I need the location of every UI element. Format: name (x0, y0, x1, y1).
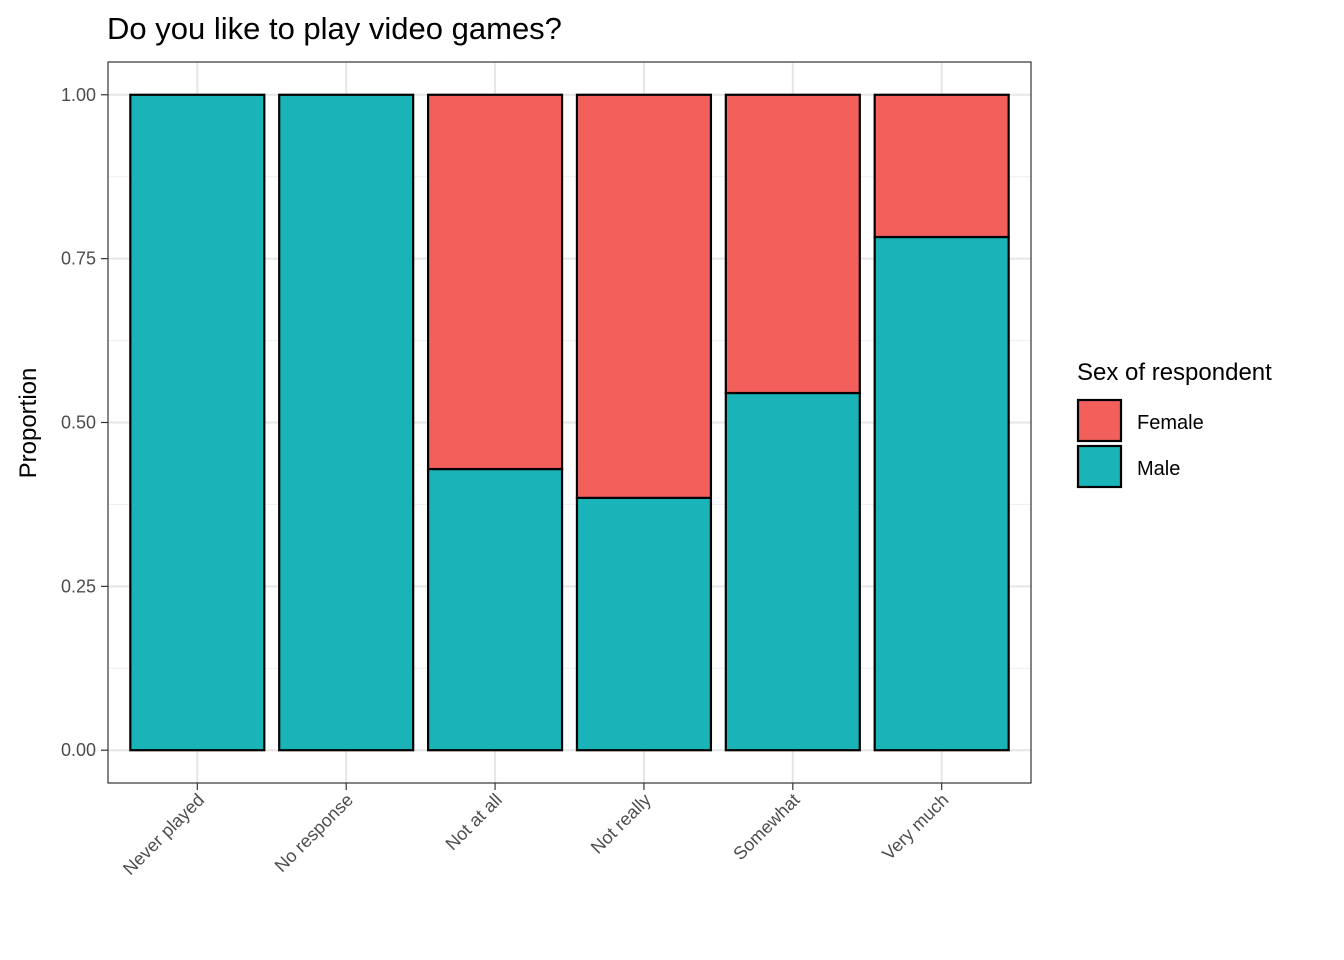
x-tick-label: No response (271, 790, 357, 876)
y-tick-label: 0.50 (61, 413, 96, 433)
legend-title: Sex of respondent (1077, 359, 1272, 386)
legend: Sex of respondent Female Male (1076, 359, 1272, 489)
x-tick-label: Very much (878, 790, 952, 864)
legend-label-female: Female (1137, 412, 1204, 434)
bar-segment-female-not-at-all (426, 93, 564, 471)
bar-segment-male-not-really (575, 496, 713, 752)
bar-segment-male-somewhat (724, 391, 861, 752)
x-tick-label: Not at all (442, 790, 506, 854)
bar-segment-male-no-response (278, 93, 415, 752)
bar-segment-female-not-really (575, 93, 713, 499)
x-tick-label: Never played (119, 790, 208, 879)
y-axis: 0.00 0.25 0.50 0.75 1.00 (61, 85, 108, 760)
y-tick-label: 0.00 (61, 740, 96, 760)
bar-segment-female-very-much (873, 93, 1010, 239)
bar-segment-male-not-at-all (426, 467, 564, 752)
bars (129, 93, 1010, 752)
bar-segment-female-somewhat (724, 93, 861, 395)
chart-title: Do you like to play video games? (107, 11, 562, 46)
x-tick-label: Somewhat (729, 790, 803, 864)
y-tick-label: 1.00 (61, 85, 96, 105)
y-tick-label: 0.25 (61, 576, 96, 596)
legend-key-male (1076, 444, 1123, 489)
legend-key-female (1076, 398, 1123, 443)
bar-segment-male-never-played (129, 93, 266, 752)
x-tick-label: Not really (587, 790, 655, 858)
legend-label-male: Male (1137, 458, 1180, 480)
y-axis-title: Proportion (15, 368, 42, 479)
bar-segment-male-very-much (873, 235, 1010, 752)
x-axis: Never played No response Not at all Not rea… (119, 783, 953, 879)
y-tick-label: 0.75 (61, 249, 96, 269)
